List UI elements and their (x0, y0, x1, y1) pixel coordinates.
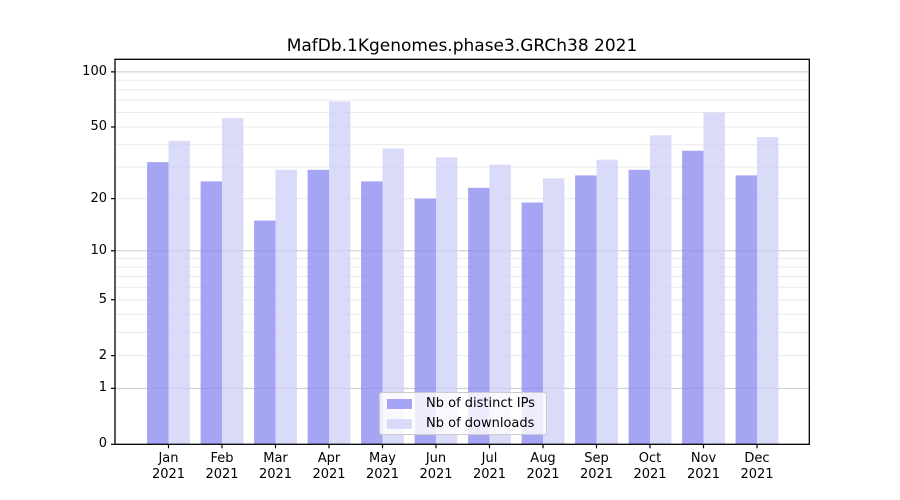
x-tick-label: Dec 2021 (740, 451, 774, 482)
x-tick-label: Jan 2021 (151, 451, 186, 482)
bar-downloads-jan (168, 140, 190, 445)
bar-distinct-ips-oct (628, 169, 650, 445)
x-tick-label: Jul 2021 (472, 451, 507, 482)
bar-downloads-jun (436, 157, 458, 445)
bar-distinct-ips-jan (147, 162, 169, 445)
bar-downloads-nov (703, 112, 725, 445)
bar-distinct-ips-jul (468, 187, 490, 445)
x-tick-label: Apr 2021 (312, 451, 346, 482)
y-tick-label: 0 (98, 436, 107, 452)
legend-row-downloads: Nb of downloads (387, 414, 546, 434)
y-tick-label: 5 (98, 291, 107, 307)
legend-label-downloads: Nb of downloads (426, 416, 535, 431)
x-tick-label: Aug 2021 (526, 451, 560, 482)
bar-distinct-ips-may (361, 181, 383, 445)
legend-swatch-distinct-ips (387, 398, 412, 409)
bar-downloads-dec (757, 137, 779, 445)
bar-distinct-ips-feb (200, 181, 222, 445)
bar-downloads-sep (596, 159, 618, 445)
bar-distinct-ips-jun (414, 198, 436, 445)
y-tick-label: 100 (82, 63, 107, 79)
bar-distinct-ips-sep (575, 175, 597, 445)
bar-distinct-ips-nov (682, 150, 704, 445)
bar-downloads-oct (650, 135, 672, 445)
bar-distinct-ips-aug (521, 202, 543, 445)
bar-downloads-jul (489, 164, 511, 445)
bar-distinct-ips-apr (307, 169, 329, 445)
legend-swatch-downloads (387, 418, 412, 429)
legend-row-distinct-ips: Nb of distinct IPs (387, 394, 546, 414)
y-tick-label: 10 (90, 242, 107, 258)
y-tick-label: 20 (90, 190, 107, 206)
y-tick-label: 50 (90, 118, 107, 134)
x-tick-label: Sep 2021 (579, 451, 614, 482)
x-tick-label: Nov 2021 (686, 451, 721, 482)
bar-downloads-mar (275, 169, 297, 445)
legend: Nb of distinct IPs Nb of downloads (379, 392, 547, 435)
legend-label-distinct-ips: Nb of distinct IPs (426, 396, 535, 411)
y-tick-label: 1 (98, 380, 107, 396)
bar-downloads-aug (543, 178, 565, 445)
bar-distinct-ips-dec (735, 175, 757, 445)
bar-downloads-apr (329, 101, 351, 445)
y-tick-label: 2 (98, 347, 107, 363)
x-tick-label: Jun 2021 (419, 451, 453, 482)
x-tick-label: Oct 2021 (633, 451, 667, 482)
x-tick-label: Feb 2021 (205, 451, 239, 482)
chart-title: MafDb.1Kgenomes.phase3.GRCh38 2021 (286, 36, 638, 56)
axes-spines (114, 58, 810, 445)
bar-downloads-feb (222, 118, 244, 445)
x-tick-label: May 2021 (365, 451, 400, 482)
bar-distinct-ips-mar (254, 220, 276, 445)
bar-downloads-may (382, 148, 404, 445)
x-tick-label: Mar 2021 (258, 451, 293, 482)
